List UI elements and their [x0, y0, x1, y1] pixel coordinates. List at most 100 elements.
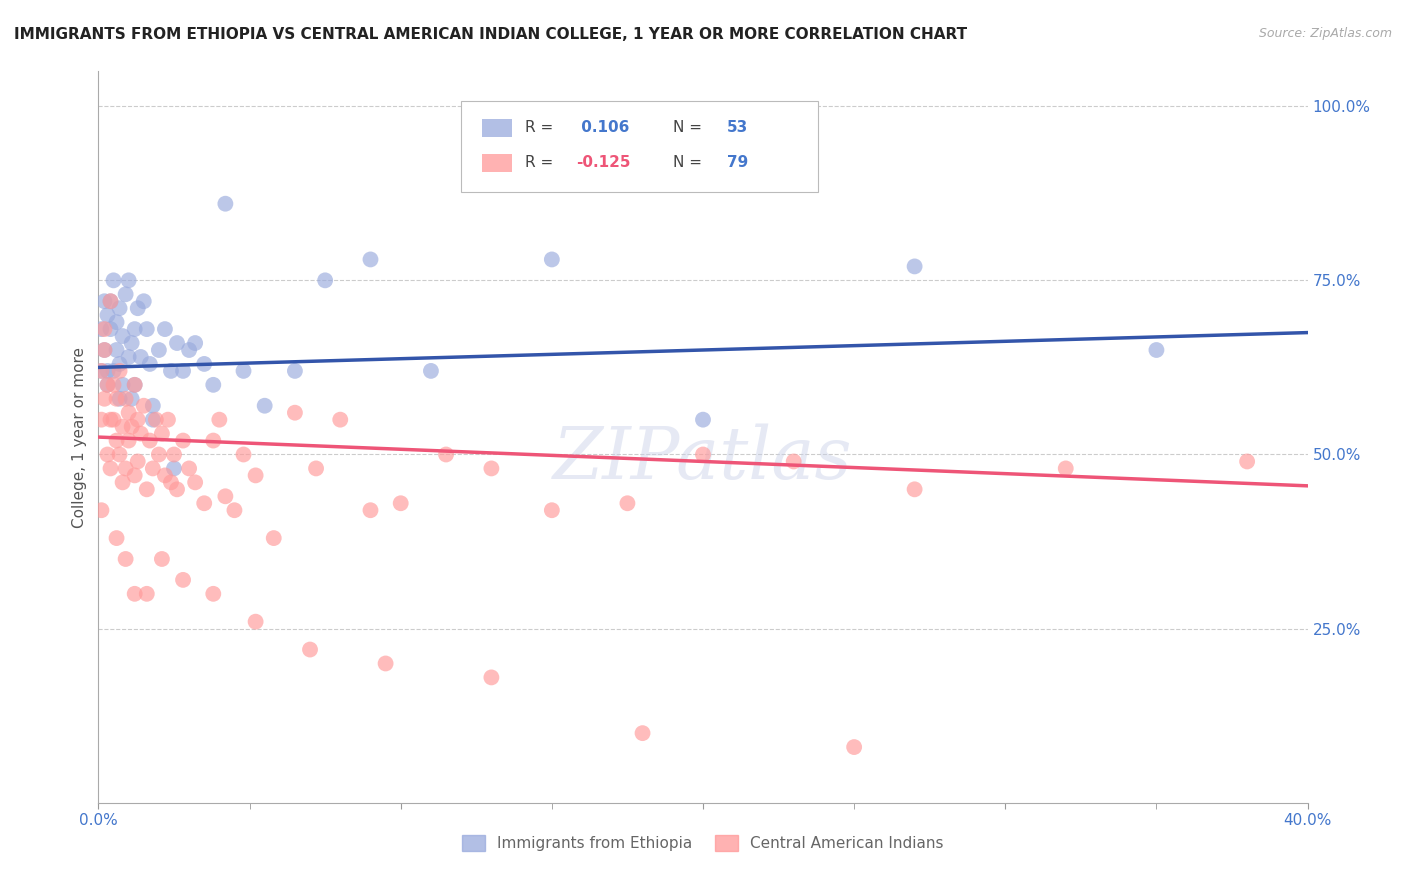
Point — [153, 322, 176, 336]
Point — [132, 294, 155, 309]
Point — [118, 406, 141, 420]
Point — [93, 343, 115, 357]
Point — [179, 461, 201, 475]
Point — [100, 412, 122, 426]
Point — [299, 642, 322, 657]
Point — [96, 377, 118, 392]
Point — [139, 357, 162, 371]
Point — [111, 419, 134, 434]
Point — [389, 496, 412, 510]
Text: 0.106: 0.106 — [576, 120, 630, 136]
Point — [108, 301, 131, 316]
Point — [166, 336, 188, 351]
Point — [121, 419, 143, 434]
Point — [118, 434, 141, 448]
Point — [540, 503, 562, 517]
Text: 79: 79 — [727, 155, 748, 170]
Point — [434, 448, 457, 462]
Bar — [482, 153, 512, 172]
Point — [163, 448, 186, 462]
Point — [692, 412, 714, 426]
Point — [148, 343, 170, 357]
Point — [127, 454, 149, 468]
Point — [232, 364, 254, 378]
Point — [127, 412, 149, 426]
Text: N =: N = — [672, 120, 707, 136]
Point — [420, 364, 443, 378]
Point — [103, 364, 125, 378]
Point — [114, 287, 136, 301]
Point — [90, 364, 112, 378]
Point — [245, 468, 267, 483]
Point — [108, 448, 131, 462]
Point — [111, 475, 134, 490]
Point — [284, 364, 307, 378]
Point — [1054, 461, 1077, 475]
Point — [148, 448, 170, 462]
Point — [129, 350, 152, 364]
Point — [96, 448, 118, 462]
Point — [163, 461, 186, 475]
Point — [105, 531, 128, 545]
Point — [90, 364, 112, 378]
Point — [184, 336, 207, 351]
Text: R =: R = — [526, 120, 558, 136]
Point — [1144, 343, 1167, 357]
Point — [481, 670, 503, 684]
Point — [692, 448, 714, 462]
Point — [93, 294, 115, 309]
Bar — [482, 119, 512, 136]
Point — [139, 434, 162, 448]
Point — [783, 454, 806, 468]
Point — [166, 483, 188, 497]
Point — [96, 308, 118, 322]
Point — [108, 364, 131, 378]
Point — [142, 399, 165, 413]
Point — [142, 461, 165, 475]
Point — [103, 377, 125, 392]
Text: -0.125: -0.125 — [576, 155, 630, 170]
Y-axis label: College, 1 year or more: College, 1 year or more — [72, 347, 87, 527]
Point — [193, 496, 215, 510]
Point — [232, 448, 254, 462]
Point — [114, 552, 136, 566]
Point — [93, 343, 115, 357]
Point — [224, 503, 246, 517]
Point — [105, 392, 128, 406]
Point — [202, 377, 225, 392]
Point — [329, 412, 352, 426]
Point — [118, 350, 141, 364]
Point — [114, 461, 136, 475]
Point — [96, 364, 118, 378]
Point — [208, 412, 231, 426]
Point — [114, 392, 136, 406]
Point — [214, 489, 236, 503]
Point — [105, 343, 128, 357]
Point — [160, 364, 183, 378]
Point — [135, 587, 157, 601]
Point — [253, 399, 276, 413]
Point — [172, 364, 194, 378]
Point — [135, 322, 157, 336]
Point — [214, 196, 236, 211]
Point — [121, 392, 143, 406]
Point — [263, 531, 285, 545]
Point — [90, 322, 112, 336]
Point — [844, 740, 866, 755]
Point — [124, 468, 146, 483]
Text: IMMIGRANTS FROM ETHIOPIA VS CENTRAL AMERICAN INDIAN COLLEGE, 1 YEAR OR MORE CORR: IMMIGRANTS FROM ETHIOPIA VS CENTRAL AMER… — [14, 27, 967, 42]
Point — [93, 392, 115, 406]
Point — [305, 461, 328, 475]
Point — [150, 552, 173, 566]
Point — [121, 336, 143, 351]
Text: ZIPatlas: ZIPatlas — [553, 424, 853, 494]
Point — [616, 496, 638, 510]
Point — [360, 252, 382, 267]
Point — [129, 426, 152, 441]
Point — [202, 434, 225, 448]
Point — [103, 412, 125, 426]
Point — [540, 252, 562, 267]
Point — [245, 615, 267, 629]
Point — [314, 273, 336, 287]
Point — [111, 377, 134, 392]
